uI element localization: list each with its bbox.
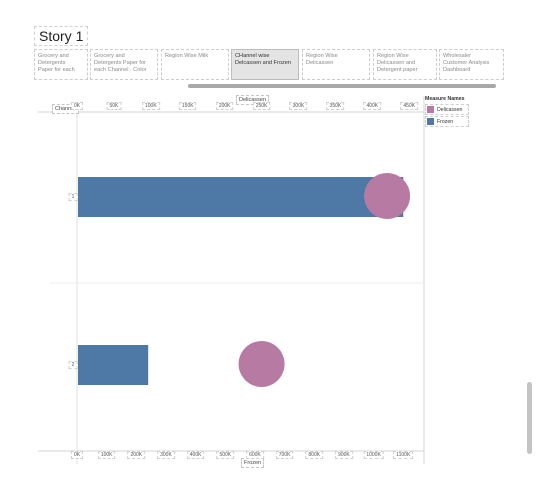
story-point-7[interactable]: Wholesaler Customer Analysis Dashboard <box>439 49 504 80</box>
top-axis-tick: 450K <box>400 102 419 110</box>
story-point-5[interactable]: Region Wise Delicassen <box>302 49 370 80</box>
bottom-axis-tick: 0K <box>70 451 84 459</box>
frozen-bar-channel-2[interactable] <box>78 345 149 385</box>
channel-label: 2 <box>68 361 78 369</box>
top-axis-tick: 300K <box>289 102 308 110</box>
story-point-caption: Detergents <box>38 60 66 66</box>
story-point-caption: Detergent paper <box>377 67 418 73</box>
bottom-axis-tick: 900K <box>335 451 353 459</box>
bottom-axis-tick: 200K <box>127 451 146 459</box>
story-point-caption: Grocery and <box>38 53 69 59</box>
story-point-caption: Dashboard <box>443 67 471 73</box>
story-point-2[interactable]: Grocery and Detergents Paper for each Chan… <box>90 49 158 80</box>
bottom-axis-tick: 600K <box>246 451 264 459</box>
story-point-caption: Region Wise <box>377 53 409 59</box>
legend-swatch <box>427 118 434 125</box>
story-navigator: Grocery and Detergents Paper for each Groce… <box>34 49 504 83</box>
story-point-caption: Wholesaler <box>443 53 471 59</box>
legend-item-delicassen[interactable]: Delicassen <box>425 104 469 115</box>
bottom-axis-tick: 1000K <box>363 451 384 459</box>
top-axis-tick: 150K <box>178 102 197 110</box>
vertical-scrollbar[interactable] <box>527 382 532 454</box>
bottom-axis-tick: 500K <box>216 451 235 459</box>
bottom-axis-tick: 400K <box>186 451 205 459</box>
story-point-caption: Paper for each <box>38 67 75 73</box>
legend-label: Delicassen <box>437 106 463 113</box>
story-point-4[interactable]: CHannel wise Delcassen and Frozen <box>231 49 299 80</box>
story-point-caption: Delcassen and Frozen <box>235 60 291 66</box>
bottom-axis-tick: 100K <box>97 451 116 459</box>
top-axis-title: Delicassen <box>236 95 269 105</box>
delicassen-circle-channel-1[interactable] <box>364 173 411 219</box>
legend-label: Frozen <box>437 118 454 125</box>
legend-title: Measure Names <box>425 96 465 102</box>
story-point-caption: Delicassen and <box>377 60 416 66</box>
story-point-caption: Region Wise Milk <box>165 53 209 59</box>
top-axis-tick: 400K <box>363 102 382 110</box>
bottom-axis-title: Frozen <box>241 458 265 468</box>
channel-label: 1 <box>68 193 78 201</box>
legend-item-frozen[interactable]: Frozen <box>425 116 469 127</box>
top-axis-tick: 250K <box>252 102 271 110</box>
bottom-axis-tick: 1100K <box>393 451 414 459</box>
top-axis-tick: 50K <box>106 102 122 110</box>
story-point-1[interactable]: Grocery and Detergents Paper for each <box>34 49 88 80</box>
bottom-axis-tick: 300K <box>157 451 175 459</box>
frozen-bar-channel-1[interactable] <box>78 177 404 217</box>
story-point-caption: Region Wise <box>306 53 338 59</box>
top-axis-tick: 0K <box>70 102 84 110</box>
story-point-caption: Customer Analysis <box>443 60 490 66</box>
story-point-caption: Delicassen <box>306 60 334 66</box>
story-horizontal-scrollbar[interactable] <box>188 84 496 88</box>
delicassen-circle-channel-2[interactable] <box>238 341 285 387</box>
story-point-caption: each Channel . Color <box>94 67 147 73</box>
story-point-6[interactable]: Region Wise Delicassen and Detergent paper <box>373 49 437 80</box>
legend-swatch <box>427 106 434 113</box>
story-point-caption: CHannel wise <box>235 53 270 59</box>
top-axis-tick: 100K <box>141 102 160 110</box>
story-point-caption: Grocery and <box>94 53 125 59</box>
story-point-3[interactable]: Region Wise Milk <box>161 49 229 80</box>
bottom-axis-tick: 800K <box>305 451 324 459</box>
top-axis-tick: 200K <box>215 102 234 110</box>
bottom-axis-tick: 700K <box>275 451 294 459</box>
top-axis-tick: 350K <box>326 102 345 110</box>
legend: Measure Names Delicassen Frozen <box>425 96 500 128</box>
story-point-caption: Detergents Paper for <box>94 60 146 66</box>
story-title: Story 1 <box>34 26 89 46</box>
